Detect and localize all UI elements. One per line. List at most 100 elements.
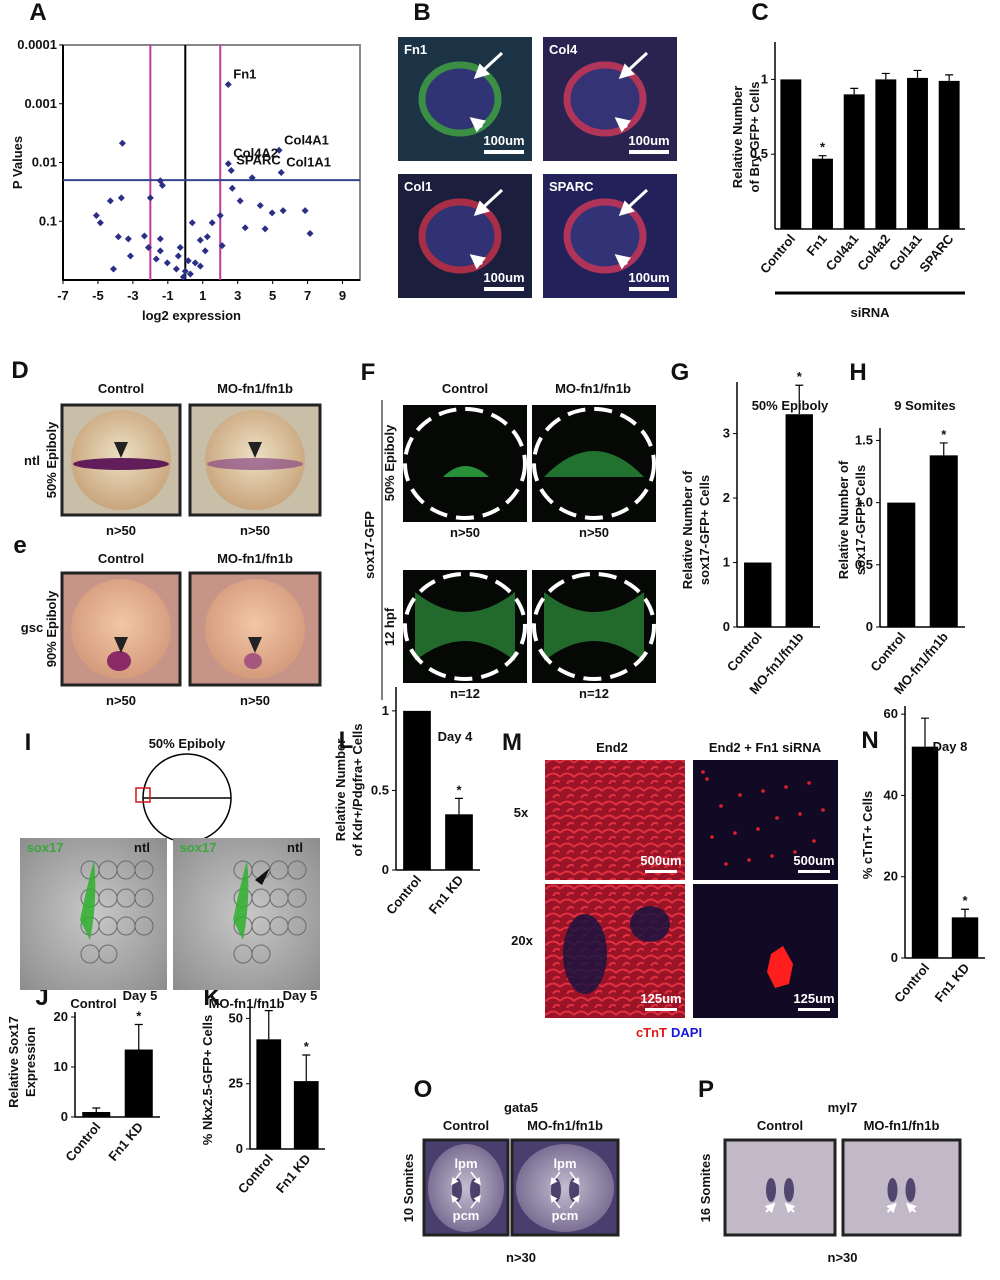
stage-label: 90% Epiboly bbox=[44, 590, 59, 667]
y-axis-label: Relative Number bbox=[333, 739, 348, 842]
point bbox=[156, 247, 164, 255]
y-axis-label: of Bry-GFP+ Cells bbox=[747, 82, 762, 193]
sample-count: n>50 bbox=[106, 693, 136, 708]
column-header: Control bbox=[98, 551, 144, 566]
y-tick-label: 20 bbox=[884, 869, 898, 884]
arrow bbox=[550, 1194, 561, 1209]
arrow bbox=[473, 188, 504, 217]
error-bar bbox=[945, 74, 954, 81]
embryo-outline bbox=[532, 407, 656, 520]
x-tick-label: Control bbox=[757, 231, 798, 276]
point bbox=[92, 212, 100, 220]
tile-label: Col4 bbox=[549, 42, 578, 57]
arrow bbox=[618, 51, 649, 80]
point bbox=[140, 232, 148, 240]
sample-count: n>50 bbox=[579, 525, 609, 540]
x-tick-label: SPARC bbox=[916, 231, 957, 275]
row-label: 20x bbox=[511, 933, 533, 948]
significance: * bbox=[962, 893, 968, 908]
x-tick-label: -7 bbox=[57, 288, 69, 303]
gfp-signal bbox=[544, 592, 644, 661]
y-tick-label: 0 bbox=[866, 619, 873, 634]
point bbox=[191, 259, 199, 267]
sample-count: n>50 bbox=[240, 693, 270, 708]
arrowhead-mark bbox=[614, 117, 632, 133]
point bbox=[268, 209, 276, 217]
legend-entry: cTnT bbox=[636, 1025, 667, 1040]
bar bbox=[938, 80, 960, 229]
arrow bbox=[764, 1202, 776, 1214]
x-tick-label: Fn1 KD bbox=[426, 872, 467, 916]
point bbox=[172, 265, 180, 273]
tile-label: Col1 bbox=[404, 179, 432, 194]
column-header: MO-fn1/fn1b bbox=[864, 1118, 940, 1133]
error-bar bbox=[795, 384, 804, 415]
y-axis-label: % cTnT+ Cells bbox=[860, 791, 875, 880]
tissue-ring bbox=[563, 198, 647, 274]
ctnt-spot bbox=[733, 831, 737, 835]
column-header: Control bbox=[757, 1118, 803, 1133]
panel-title: gata5 bbox=[504, 1100, 538, 1115]
y-tick-label: 0.0001 bbox=[17, 37, 57, 52]
error-bar bbox=[921, 717, 929, 747]
bar bbox=[951, 917, 979, 958]
scale-label: 100um bbox=[483, 133, 524, 148]
y-tick-label: 50 bbox=[229, 1010, 243, 1025]
arrowhead bbox=[248, 442, 262, 458]
stain-label: ntl bbox=[287, 840, 303, 855]
y-axis-label: Relative Number of bbox=[680, 470, 695, 589]
bar bbox=[124, 1049, 153, 1117]
cell bbox=[251, 944, 271, 964]
bar bbox=[929, 455, 958, 627]
chart-title: Day 8 bbox=[933, 739, 968, 754]
scale-bar bbox=[484, 287, 524, 291]
y-tick-label: 0 bbox=[382, 862, 389, 877]
row-label: 12 hpf bbox=[382, 607, 397, 646]
gfp-signal bbox=[544, 451, 644, 477]
arrow bbox=[906, 1202, 917, 1214]
y-tick-label: 0.1 bbox=[39, 213, 57, 228]
error-bar bbox=[455, 797, 463, 815]
panel-letter: I bbox=[25, 729, 32, 756]
scale-bar bbox=[629, 150, 669, 154]
panel-letter: F bbox=[361, 359, 376, 386]
embryo-outline bbox=[532, 572, 656, 681]
panel-letter: A bbox=[29, 0, 46, 26]
y-tick-label: 3 bbox=[723, 426, 730, 441]
micrograph bbox=[545, 760, 685, 880]
point-label: SPARC bbox=[236, 153, 281, 168]
y-axis-label: % Nkx2.5-GFP+ Cells bbox=[200, 1015, 215, 1145]
dapi-region bbox=[630, 906, 670, 942]
significance: * bbox=[820, 140, 826, 155]
arrow-label: pcm bbox=[453, 1208, 480, 1223]
arrow bbox=[886, 1202, 897, 1214]
scale-bar bbox=[798, 1008, 830, 1011]
x-tick-label: Fn1 bbox=[803, 231, 829, 258]
x-tick-label: Control bbox=[891, 960, 932, 1005]
bar bbox=[875, 79, 897, 230]
embryo bbox=[428, 1144, 504, 1232]
point bbox=[201, 247, 209, 255]
gfp-cells bbox=[80, 860, 96, 940]
point bbox=[241, 224, 249, 232]
stage-label: 16 Somites bbox=[698, 1154, 713, 1223]
caption: MO-fn1/fn1b bbox=[209, 996, 285, 1011]
point bbox=[188, 219, 196, 227]
chart-title: Day 4 bbox=[438, 729, 473, 744]
column-header: Control bbox=[443, 1118, 489, 1133]
ctnt-spot bbox=[724, 862, 728, 866]
y-axis-label: sox17-GFP+ Cells bbox=[697, 475, 712, 585]
point bbox=[158, 181, 166, 189]
panel-letter: L bbox=[339, 727, 354, 754]
arrow-label: lpm bbox=[454, 1156, 477, 1171]
ctnt-spot bbox=[761, 789, 765, 793]
tile-label: Fn1 bbox=[404, 42, 427, 57]
point bbox=[306, 230, 314, 238]
micrograph bbox=[693, 760, 838, 880]
sample-count: n=12 bbox=[579, 686, 609, 701]
scale-label: 500um bbox=[793, 853, 834, 868]
panel-letter: O bbox=[414, 1076, 433, 1103]
arrow-label: pcm bbox=[552, 1208, 579, 1223]
gfp-signal bbox=[443, 466, 489, 477]
panel-letter: P bbox=[698, 1076, 714, 1103]
